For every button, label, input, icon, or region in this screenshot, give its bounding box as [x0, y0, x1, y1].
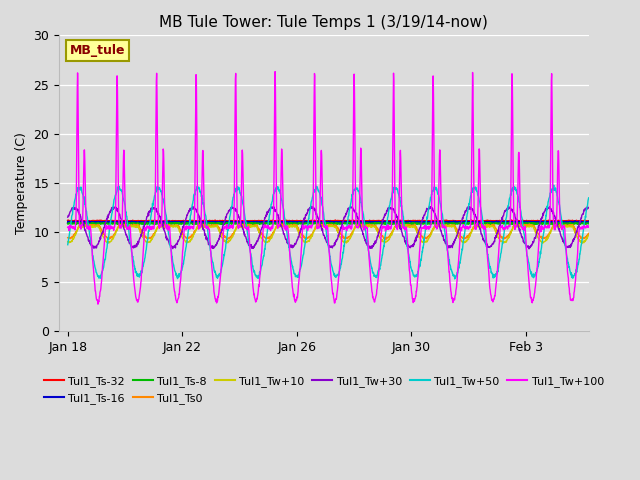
- Y-axis label: Temperature (C): Temperature (C): [15, 132, 28, 234]
- Text: MB_tule: MB_tule: [70, 44, 125, 57]
- Title: MB Tule Tower: Tule Temps 1 (3/19/14-now): MB Tule Tower: Tule Temps 1 (3/19/14-now…: [159, 15, 488, 30]
- Legend: Tul1_Ts-32, Tul1_Ts-16, Tul1_Ts-8, Tul1_Ts0, Tul1_Tw+10, Tul1_Tw+30, Tul1_Tw+50,: Tul1_Ts-32, Tul1_Ts-16, Tul1_Ts-8, Tul1_…: [40, 372, 608, 408]
